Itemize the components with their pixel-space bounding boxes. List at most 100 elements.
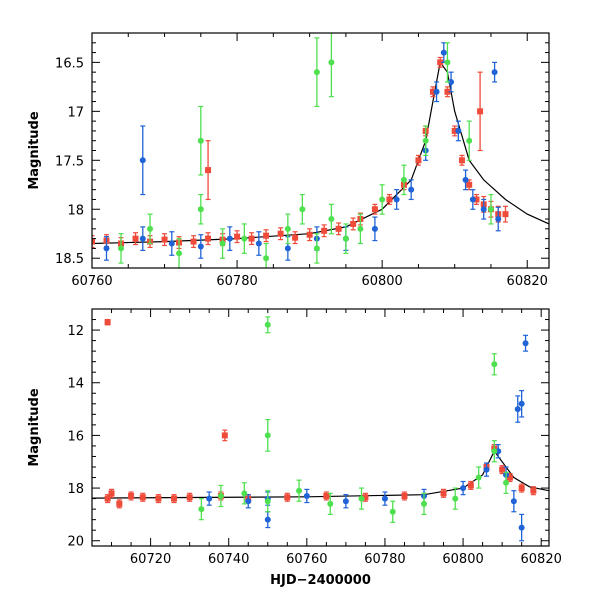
top-point-blue [139,235,146,242]
top-point-green [176,250,183,257]
top-point-red [502,211,509,218]
bottom-point-red [323,492,330,499]
bottom-point-green [421,500,428,507]
top-point-blue [408,186,415,193]
top-point-blue [371,225,378,232]
bottom-y-tick-label: 12 [67,324,84,339]
top-point-red [451,127,458,134]
top-point-green [466,137,473,144]
bottom-series-red [104,318,537,509]
bottom-point-red [440,490,447,497]
bottom-point-red [155,495,162,502]
top-point-green [313,245,320,252]
top-point-green [422,137,429,144]
top-point-green [284,225,291,232]
top-point-red [92,238,95,245]
bottom-point-green [475,474,482,481]
top-point-blue [491,69,498,76]
top-point-blue [284,245,291,252]
top-point-red [386,196,393,203]
bottom-point-red [171,495,178,502]
top-point-green [147,225,154,232]
bottom-point-red [506,474,513,481]
top-point-blue [393,196,400,203]
bottom-point-green [452,495,459,502]
top-point-red [466,181,473,188]
top-point-green [313,69,320,76]
top-point-green [219,240,226,247]
top-point-green [197,206,204,213]
top-point-green [400,176,407,183]
bottom-point-blue [245,498,252,505]
top-point-red [306,231,313,238]
bottom-point-red [108,490,115,497]
top-point-green [342,235,349,242]
bottom-point-red [139,494,146,501]
top-point-blue [469,196,476,203]
bottom-y-axis-label: Magnitude [27,388,42,467]
bottom-point-blue [206,495,213,502]
top-y-tick-label: 17.5 [55,154,84,169]
top-point-red [444,88,451,95]
bottom-point-red [104,495,111,502]
top-point-red [415,157,422,164]
bottom-point-blue [514,406,521,413]
bottom-x-axis-label: HJD−2400000 [270,573,371,588]
top-point-red [371,206,378,213]
bottom-y-tick-label: 14 [67,377,84,392]
bottom-point-blue [510,498,517,505]
bottom-series-green [198,316,510,523]
bottom-y-tick-label: 20 [67,535,84,550]
top-series-red [92,56,509,250]
top-point-red [277,230,284,237]
top-point-blue [103,245,110,252]
top-point-green [241,235,248,242]
bottom-point-blue [518,524,525,531]
top-point-red [263,232,270,239]
top-y-tick-label: 16.5 [55,56,84,71]
top-point-red [292,234,299,241]
bottom-point-green [296,487,303,494]
top-point-green [299,206,306,213]
bottom-x-tick-label: 60720 [130,552,171,567]
top-point-red [205,235,212,242]
top-point-blue [462,176,469,183]
bottom-y-tick-label: 16 [67,429,84,444]
top-point-red [473,196,480,203]
bottom-point-blue [342,498,349,505]
top-point-blue [448,78,455,85]
top-point-red [205,167,212,174]
bottom-point-red [467,482,474,489]
bottom-point-red [221,432,228,439]
bottom-series-blue [206,334,529,542]
top-point-red [234,233,241,240]
top-y-tick-label: 18 [67,203,84,218]
top-series-blue [103,42,502,261]
bottom-point-blue [522,340,529,347]
top-point-red [477,108,484,115]
bottom-point-blue [518,400,525,407]
bottom-point-red [499,466,506,473]
top-point-red [190,238,197,245]
top-point-blue [255,240,262,247]
bottom-point-green [358,495,365,502]
bottom-point-blue [303,492,310,499]
bottom-point-blue [483,466,490,473]
top-point-red [335,225,342,232]
top-point-blue [197,243,204,250]
top-point-red [321,227,328,234]
bottom-point-red [401,492,408,499]
bottom-x-tick-label: 60740 [208,552,249,567]
top-point-blue [226,235,233,242]
top-point-red [437,59,444,66]
top-point-red [458,157,465,164]
top-point-green [487,206,494,213]
top-point-red [429,88,436,95]
bottom-point-red [186,494,193,501]
top-point-red [350,220,357,227]
top-point-green [328,216,335,223]
bottom-x-tick-label: 60780 [364,552,405,567]
bottom-point-green [491,448,498,455]
bottom-x-tick-label: 60760 [286,552,327,567]
top-point-blue [495,216,502,223]
